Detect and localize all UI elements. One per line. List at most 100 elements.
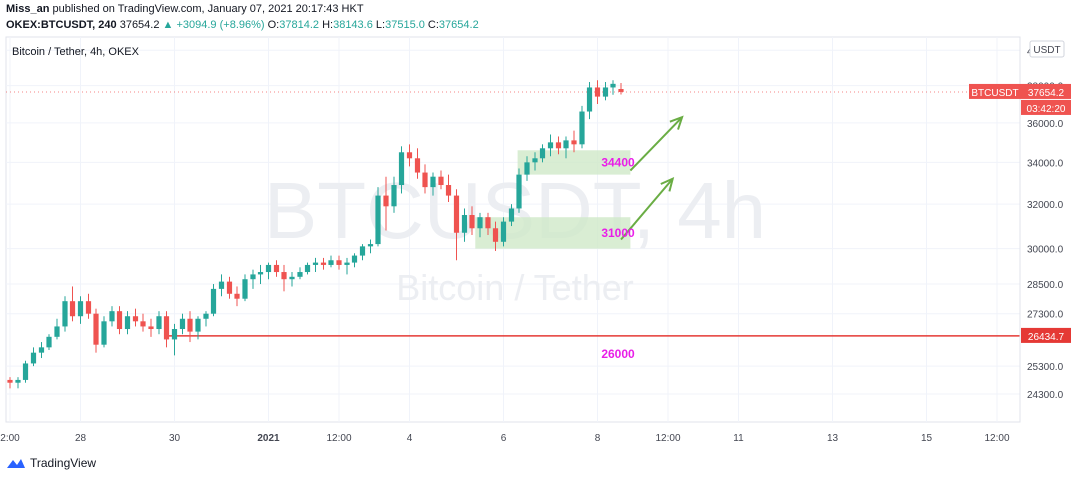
candle-body bbox=[38, 347, 45, 353]
candle bbox=[328, 255, 334, 268]
x-tick-label: 11 bbox=[733, 433, 744, 444]
published-text: published on TradingView.com, January 07… bbox=[52, 3, 364, 15]
candles bbox=[7, 80, 624, 389]
price-axis[interactable]: 40000.038000.036000.034000.032000.030000… bbox=[1019, 37, 1065, 422]
candle-body bbox=[336, 260, 342, 265]
candle-body bbox=[414, 158, 421, 173]
x-tick-label: 4 bbox=[407, 433, 413, 444]
candle bbox=[304, 262, 311, 275]
change-value: +3094.9 (+8.96%) bbox=[176, 19, 265, 31]
candle bbox=[289, 272, 295, 287]
candle-body bbox=[492, 228, 499, 242]
candle bbox=[22, 360, 29, 383]
candle-body bbox=[383, 195, 389, 207]
tradingview-brand[interactable]: TradingView bbox=[6, 456, 96, 470]
support-zone[interactable] bbox=[517, 150, 631, 175]
trend-arrow[interactable] bbox=[629, 115, 684, 172]
candle bbox=[524, 156, 530, 181]
y-tick-label: 36000.0 bbox=[1027, 119, 1064, 130]
candle-body bbox=[15, 379, 21, 383]
last-price: 37654.2 bbox=[119, 19, 160, 31]
candle-body bbox=[116, 311, 123, 330]
x-tick-label: 2021 bbox=[257, 433, 280, 444]
candle bbox=[54, 318, 60, 340]
candle bbox=[453, 189, 460, 261]
candle bbox=[297, 267, 303, 280]
candle-body bbox=[297, 272, 303, 277]
x-tick-label: 6 bbox=[501, 433, 507, 444]
candle bbox=[532, 152, 538, 171]
candle-body bbox=[273, 264, 280, 273]
candle-body bbox=[218, 281, 225, 289]
x-tick-label: 8 bbox=[595, 433, 601, 444]
candle bbox=[187, 311, 193, 343]
candle bbox=[281, 264, 287, 292]
candle-body bbox=[195, 318, 201, 332]
x-tick-label: 12:00 bbox=[655, 433, 680, 444]
candle-body bbox=[289, 276, 295, 280]
candle-body bbox=[500, 221, 507, 242]
candle-body bbox=[477, 217, 483, 229]
countdown-tag-text: 03:42:20 bbox=[1027, 104, 1066, 115]
candle-body bbox=[62, 301, 68, 327]
candle bbox=[469, 206, 475, 236]
time-axis[interactable]: 2:00 28 30 2021 12:00 4 6 8 12:00 11 13 15 12:00 bbox=[0, 433, 1010, 444]
candle bbox=[445, 174, 452, 202]
close-label: C: bbox=[427, 19, 439, 31]
candle-body bbox=[250, 274, 256, 280]
candle-body bbox=[265, 264, 272, 273]
candle-body bbox=[171, 329, 178, 340]
x-tick-label: 13 bbox=[827, 433, 839, 444]
symbol-label: OKEX:BTCUSDT, 240 bbox=[6, 19, 117, 31]
author-name[interactable]: Miss_an bbox=[6, 3, 50, 15]
candle bbox=[579, 105, 585, 149]
candle-body bbox=[328, 260, 334, 265]
candle bbox=[414, 148, 421, 179]
close-value: 37654.2 bbox=[438, 19, 479, 31]
candle bbox=[516, 168, 522, 213]
candle-body bbox=[257, 272, 264, 275]
candle-body bbox=[281, 272, 287, 280]
candle bbox=[312, 257, 319, 273]
candle-body bbox=[524, 162, 530, 175]
candle bbox=[93, 308, 99, 353]
grid bbox=[6, 37, 1020, 422]
candle-body bbox=[242, 279, 248, 299]
candle-body bbox=[391, 185, 397, 207]
candle-body bbox=[132, 316, 139, 322]
symbol-price-tag bbox=[969, 83, 1021, 99]
candle bbox=[195, 316, 201, 340]
y-tick-label: 34000.0 bbox=[1027, 158, 1064, 169]
ohlc-line: OKEX:BTCUSDT, 240 37654.2 ▲ +3094.9 (+8.… bbox=[6, 19, 479, 31]
annotation-label: 31000 bbox=[601, 226, 635, 240]
candle bbox=[555, 136, 562, 155]
candle bbox=[257, 264, 264, 285]
candle bbox=[406, 144, 413, 167]
candle-body bbox=[563, 140, 569, 149]
candle-body bbox=[547, 142, 554, 149]
candle-body bbox=[344, 262, 350, 265]
trend-arrow[interactable] bbox=[620, 177, 675, 241]
candle bbox=[500, 217, 507, 247]
candle bbox=[148, 318, 154, 337]
candle bbox=[320, 257, 327, 270]
chart-title: Bitcoin / Tether, 4h, OKEX bbox=[12, 46, 140, 58]
trend-arrows bbox=[620, 115, 684, 241]
candle bbox=[62, 296, 68, 332]
candle-body bbox=[398, 152, 405, 186]
candle bbox=[610, 80, 616, 95]
candle-body bbox=[430, 176, 436, 188]
candle bbox=[179, 313, 186, 335]
candle bbox=[492, 221, 499, 251]
candle bbox=[273, 260, 280, 277]
x-tick-label: 15 bbox=[921, 433, 933, 444]
change-arrow-icon: ▲ bbox=[162, 19, 174, 31]
candle bbox=[547, 134, 554, 157]
candle-body bbox=[69, 301, 76, 317]
currency-badge[interactable] bbox=[1029, 40, 1065, 58]
candle-body bbox=[516, 174, 522, 209]
candle-body bbox=[30, 352, 37, 364]
y-tick-label: 32000.0 bbox=[1027, 200, 1064, 211]
candle-body bbox=[579, 111, 585, 145]
